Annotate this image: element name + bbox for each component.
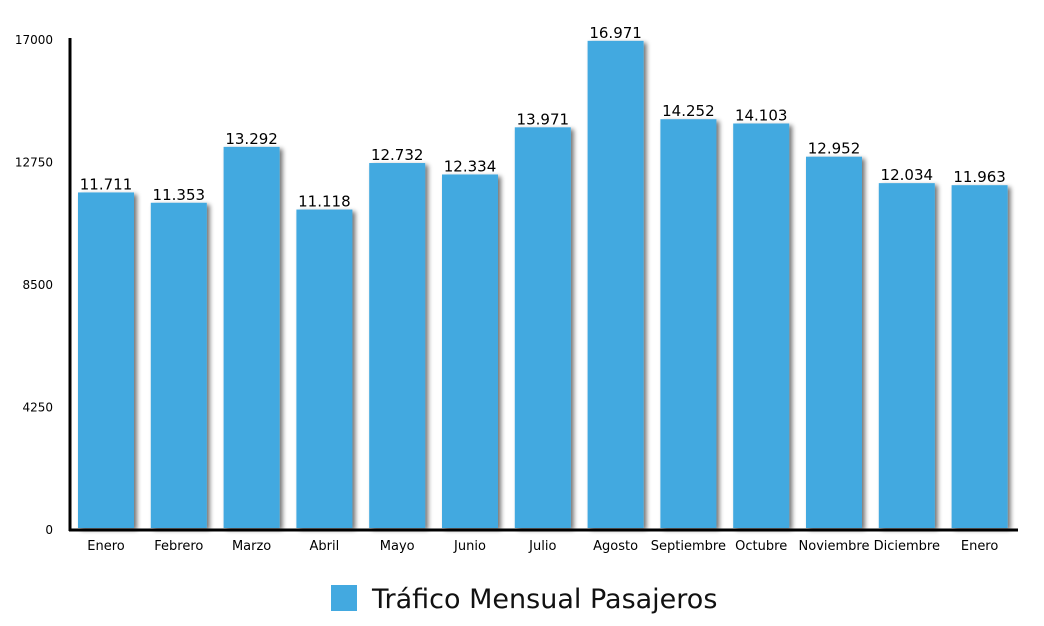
bar xyxy=(806,156,862,528)
bar xyxy=(514,127,571,529)
x-tick-label: Noviembre xyxy=(799,539,870,554)
x-tick-label: Abril xyxy=(310,539,340,554)
x-tick-label: Octubre xyxy=(735,539,787,554)
legend-label: Tráfico Mensual Pasajeros xyxy=(371,584,717,615)
bar xyxy=(733,123,790,528)
x-tick-label: Julio xyxy=(528,539,556,554)
bar xyxy=(660,119,717,528)
data-label: 12.334 xyxy=(444,157,497,175)
x-tick-label: Marzo xyxy=(232,539,271,554)
bar xyxy=(369,163,426,528)
data-label: 14.252 xyxy=(662,102,715,120)
legend: Tráfico Mensual Pasajeros xyxy=(331,584,717,615)
x-tick-label: Febrero xyxy=(154,539,203,554)
y-tick-label: 8500 xyxy=(22,278,53,292)
data-label: 11.118 xyxy=(298,193,351,211)
x-tick-label: Septiembre xyxy=(651,539,726,554)
x-axis-labels: Enero Febrero Marzo Abril Mayo Junio Julio Agos… xyxy=(87,539,998,554)
x-tick-label: Junio xyxy=(453,539,486,554)
x-tick-label: Agosto xyxy=(593,539,638,554)
bars-group xyxy=(78,40,1008,529)
data-label: 11.353 xyxy=(153,186,206,204)
bar xyxy=(587,40,644,529)
data-label: 13.971 xyxy=(517,110,570,128)
y-tick-label: 0 xyxy=(45,523,53,537)
data-label: 12.952 xyxy=(808,140,861,158)
data-label: 12.034 xyxy=(881,166,934,184)
x-tick-label: Mayo xyxy=(380,539,415,554)
y-tick-label: 4250 xyxy=(22,401,53,415)
x-tick-label: Enero xyxy=(961,539,999,554)
data-labels-group: 11.711 11.353 13.292 11.118 12.732 12.334 13.9… xyxy=(80,24,1006,211)
legend-swatch xyxy=(331,585,357,611)
y-tick-label: 12750 xyxy=(15,156,53,170)
data-label: 16.971 xyxy=(589,24,642,42)
bar xyxy=(150,202,207,528)
x-tick-label: Enero xyxy=(87,539,125,554)
bar xyxy=(951,185,1008,528)
data-label: 13.292 xyxy=(225,130,278,148)
data-label: 11.711 xyxy=(80,175,133,193)
data-label: 12.732 xyxy=(371,146,424,164)
bar xyxy=(78,192,134,529)
bar xyxy=(878,183,935,529)
bar xyxy=(296,209,353,529)
x-tick-label: Diciembre xyxy=(874,539,940,554)
y-axis-ticks: 0 4250 8500 12750 17000 xyxy=(15,33,53,537)
data-label: 14.103 xyxy=(735,107,788,125)
data-label: 11.963 xyxy=(953,168,1006,186)
y-tick-label: 17000 xyxy=(15,33,53,47)
bar xyxy=(442,174,498,528)
bar xyxy=(223,146,280,529)
